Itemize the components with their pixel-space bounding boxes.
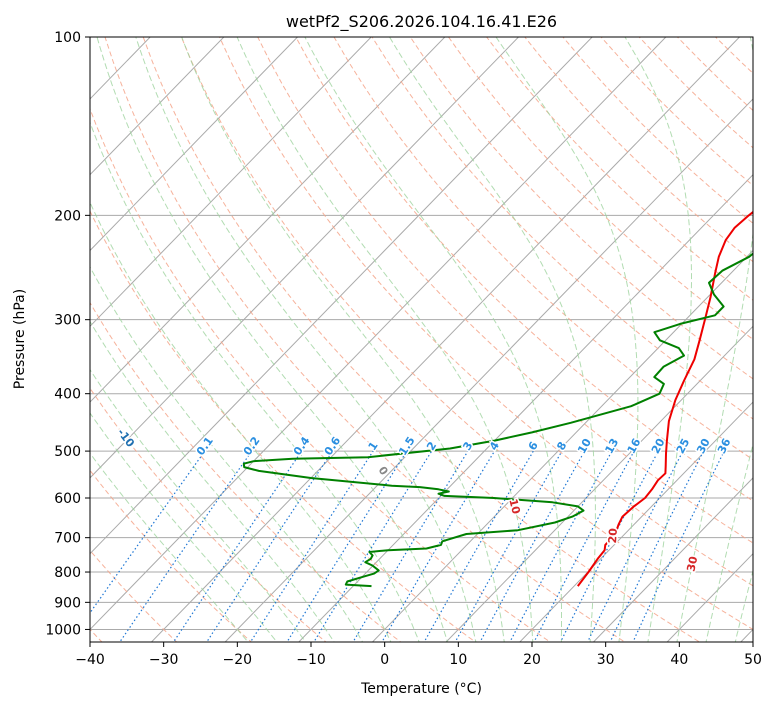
y-tick-label: 1000 (45, 622, 81, 638)
isotherm-line (90, 37, 299, 252)
mixing-ratio-line (90, 450, 206, 614)
mixing-ratio-line (172, 450, 303, 642)
x-tick-label: 40 (670, 652, 688, 668)
mixing-ratio-line (206, 450, 333, 642)
dry-adiabat-line (764, 10, 775, 654)
moist-adiabat-line (90, 121, 420, 642)
mixing-ratio-line (381, 450, 496, 642)
moist-adiabat-line (90, 201, 392, 642)
moist-adiabat-label: 30 (685, 555, 701, 573)
y-tick-label: 700 (54, 531, 81, 547)
moist-adiabat-label: 20 (606, 527, 620, 543)
axes: −40 −30 −20 −10 0 10 20 30 40 50 100 200 300 400 500 60… (45, 30, 762, 668)
y-tick-label: 600 (54, 491, 81, 507)
mixing-ratio-line (313, 450, 433, 642)
dry-adiabat-line (90, 387, 327, 642)
moist-adiabat-line (236, 37, 534, 642)
moist-adiabat-line (676, 37, 753, 642)
x-tick-label: 10 (449, 652, 467, 668)
x-tick-label: 20 (523, 652, 541, 668)
x-tick-label: 0 (380, 652, 389, 668)
x-tick-label: −20 (223, 652, 253, 668)
isotherm-line (90, 37, 225, 176)
isotherm-line (90, 37, 372, 328)
moist-adiabat-line (96, 37, 449, 642)
dry-adiabat-line (371, 37, 753, 420)
dry-adiabat-line (90, 209, 477, 642)
x-tick-label: 30 (597, 652, 615, 668)
moist-adiabat-line (90, 412, 278, 642)
dewpoint-profile-line (242, 252, 753, 588)
chart-title: wetPf2_S206.2026.104.16.41.E26 (286, 12, 557, 32)
mixing-ratio-line (509, 450, 613, 642)
y-tick-label: 500 (54, 444, 81, 460)
moist-adiabat-line (135, 37, 477, 642)
dry-adiabat-line (90, 107, 552, 642)
mixing-ratio-line (533, 450, 635, 642)
isotherm-line (224, 98, 753, 642)
y-tick-label: 900 (54, 595, 81, 611)
dry-adiabat-line (180, 37, 753, 630)
y-tick-label: 100 (54, 30, 81, 46)
plot-frame (89, 36, 754, 643)
y-tick-label: 200 (54, 208, 81, 224)
reference-lines (90, 10, 775, 654)
mixing-ratio-line (286, 450, 408, 642)
dry-adiabat-line (142, 37, 701, 642)
mixing-ratio-line (119, 450, 253, 642)
isotherm-line (90, 37, 593, 555)
dry-adiabat-line (104, 37, 626, 642)
isotherm-line (519, 401, 753, 642)
moist-adiabat-label: 10 (506, 497, 522, 515)
x-tick-label: 50 (744, 652, 762, 668)
moist-adiabat-line (90, 368, 307, 642)
isotherm-line (90, 37, 520, 479)
dry-adiabat-line (333, 37, 753, 461)
isotherm-line (298, 173, 753, 642)
y-axis-label: Pressure (hPa) (12, 289, 28, 389)
mixing-ratio-line (423, 450, 534, 642)
moist-adiabat-line (389, 37, 596, 642)
moist-adiabat-line (495, 37, 639, 642)
y-tick-label: 400 (54, 387, 81, 403)
y-tick-label: 800 (54, 565, 81, 581)
moist-adiabat-line (624, 37, 692, 642)
isotherm-line (371, 249, 753, 642)
mixing-ratio-line (249, 450, 374, 642)
x-tick-label: −10 (296, 652, 326, 668)
isotherm-line (90, 37, 446, 403)
mixing-ratio-line (479, 450, 586, 642)
mixing-ratio-line (632, 450, 725, 642)
x-tick-label: −30 (149, 652, 179, 668)
dry-adiabat-line (485, 37, 753, 301)
isotherm-line (445, 325, 753, 642)
dry-adiabat-line (447, 37, 753, 340)
dry-adiabat-line (257, 37, 753, 544)
plot-background (90, 37, 753, 642)
mixing-ratio-line (609, 450, 705, 642)
mixing-ratio-line (454, 450, 563, 642)
temperature-profile-line (577, 210, 753, 587)
data-series (242, 210, 753, 588)
isotherm-line (150, 37, 741, 642)
x-axis-label: Temperature (°C) (360, 681, 482, 697)
x-tick-label: −40 (75, 652, 105, 668)
mixing-ratio-line (352, 450, 469, 642)
isotherm-line (592, 477, 753, 642)
moist-adiabat-line (304, 37, 562, 642)
moist-adiabat-line (90, 320, 335, 642)
moist-adiabat-line (90, 265, 364, 642)
dry-adiabat-line (218, 37, 753, 587)
isotherm-line (90, 37, 667, 631)
moist-adiabat-line (90, 452, 249, 642)
y-tick-label: 300 (54, 313, 81, 329)
